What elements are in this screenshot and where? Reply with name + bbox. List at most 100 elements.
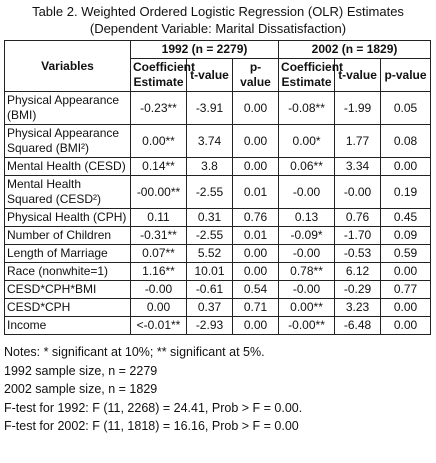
variable-name: Mental Health Squared (CESD²) bbox=[4, 175, 131, 209]
cell: -2.93 bbox=[186, 316, 233, 335]
data-row: Physical Health (CPH) 0.11 0.31 0.76 0.13 0.7… bbox=[4, 208, 432, 227]
variable-name: Physical Appearance (BMI) bbox=[4, 91, 131, 125]
cell: 0.77 bbox=[380, 280, 432, 299]
variable-name: Number of Children bbox=[4, 226, 131, 245]
variable-name: Income bbox=[4, 316, 131, 335]
cell: -0.61 bbox=[186, 280, 233, 299]
cell: 0.00 bbox=[231, 244, 280, 263]
cell: -6.48 bbox=[334, 316, 382, 335]
header-row: Coefficient Estimate t-value p-value Coeffi… bbox=[5, 58, 432, 92]
cell: 0.14** bbox=[130, 157, 187, 176]
cell: 0.59 bbox=[380, 244, 432, 263]
cell: 0.31 bbox=[186, 208, 233, 227]
variable-name: Physical Appearance Squared (BMI²) bbox=[4, 124, 131, 158]
data-row: Physical Appearance Squared (BMI²) 0.00**… bbox=[4, 124, 432, 158]
cell: 0.07** bbox=[130, 244, 187, 263]
cell: 0.00 bbox=[380, 298, 432, 317]
variable-name: Length of Marriage bbox=[4, 244, 131, 263]
data-row: Physical Appearance (BMI) -0.23** -3.91 0.0… bbox=[4, 91, 432, 125]
cell: 3.23 bbox=[334, 298, 382, 317]
cell: 6.12 bbox=[334, 262, 382, 281]
cell: -0.00 bbox=[278, 175, 336, 209]
cell: 0.00** bbox=[278, 298, 336, 317]
cell: 0.00 bbox=[231, 157, 280, 176]
note-line: F-test for 1992: F (11, 2268) = 24.41, P… bbox=[4, 400, 303, 415]
group-header: 2002 (n = 1829) bbox=[278, 40, 432, 59]
data-row: Income <-0.01** -2.93 0.00 -0.00** -6.48 0.00 bbox=[4, 316, 432, 335]
column-header: p-value bbox=[231, 58, 280, 92]
cell: -0.00** bbox=[278, 316, 336, 335]
title-line: (Dependent Variable: Marital Dissatisfac… bbox=[89, 21, 347, 36]
cell: -0.00 bbox=[278, 244, 336, 263]
column-header: Coefficient Estimate bbox=[130, 58, 195, 92]
cell: 10.01 bbox=[186, 262, 233, 281]
cell: 0.76 bbox=[334, 208, 382, 227]
cell: 0.78** bbox=[278, 262, 336, 281]
cell: 0.09 bbox=[380, 226, 432, 245]
note-line: F-test for 2002: F (11, 1818) = 16.16, P… bbox=[4, 419, 299, 433]
cell: 3.74 bbox=[186, 124, 233, 158]
cell: 0.00 bbox=[380, 262, 432, 281]
cell: <-0.01** bbox=[130, 316, 187, 335]
table-body: Physical Appearance (BMI) -0.23** -3.91 0.0… bbox=[4, 91, 432, 335]
variable-name: Physical Health (CPH) bbox=[4, 208, 131, 227]
cell: 0.00 bbox=[231, 316, 280, 335]
cell: 0.13 bbox=[278, 208, 336, 227]
cell: 0.06** bbox=[278, 157, 336, 176]
cell: -1.99 bbox=[334, 91, 382, 125]
cell: 0.01 bbox=[231, 226, 280, 245]
column-header: t-value bbox=[334, 58, 382, 92]
data-row: Length of Marriage 0.07** 5.52 0.00 -0.00 -0.… bbox=[4, 244, 432, 263]
column-header: t-value bbox=[186, 58, 233, 92]
variable-name: CESD*CPH bbox=[4, 298, 131, 317]
cell: 0.01 bbox=[231, 175, 280, 209]
data-row: Race (nonwhite=1) 1.16** 10.01 0.00 0.78** 6.… bbox=[4, 262, 432, 281]
data-row: CESD*CPH*BMI -0.00 -0.61 0.54 -0.00 -0.29 0.77 bbox=[4, 280, 432, 299]
group-header: 1992 (n = 2279) bbox=[129, 40, 280, 59]
variable-name: Race (nonwhite=1) bbox=[4, 262, 131, 281]
cell: 1.77 bbox=[334, 124, 382, 158]
data-row: Mental Health Squared (CESD²) -00.00** -2.… bbox=[4, 175, 432, 209]
cell: 0.08 bbox=[380, 124, 432, 158]
cell: 0.00 bbox=[130, 298, 187, 317]
data-row: CESD*CPH 0.00 0.37 0.71 0.00** 3.23 0.00 bbox=[4, 298, 432, 317]
variable-name: Mental Health (CESD) bbox=[4, 157, 131, 176]
title-line: Table 2. Weighted Ordered Logistic Regre… bbox=[32, 4, 404, 19]
cell: -0.00 bbox=[334, 175, 382, 209]
column-header: Coefficient Estimate bbox=[278, 58, 343, 92]
cell: -0.09* bbox=[278, 226, 336, 245]
cell: 0.37 bbox=[186, 298, 233, 317]
cell: -0.08** bbox=[278, 91, 336, 125]
cell: 0.00* bbox=[278, 124, 336, 158]
cell: -2.55 bbox=[186, 226, 233, 245]
cell: 0.00 bbox=[380, 157, 432, 176]
cell: 0.05 bbox=[380, 91, 432, 125]
note-line: 1992 sample size, n = 2279 bbox=[4, 363, 158, 378]
variable-name: CESD*CPH*BMI bbox=[4, 280, 131, 299]
cell: 0.00** bbox=[130, 124, 187, 158]
cell: -0.23** bbox=[130, 91, 187, 125]
cell: -1.70 bbox=[334, 226, 382, 245]
cell: -2.55 bbox=[186, 175, 233, 209]
cell: 0.71 bbox=[231, 298, 280, 317]
cell: 0.19 bbox=[380, 175, 432, 209]
cell: 0.00 bbox=[231, 91, 280, 125]
note-line: Notes: * significant at 10%; ** signific… bbox=[4, 345, 265, 359]
data-row: Number of Children -0.31** -2.55 0.01 -0.09*… bbox=[4, 226, 432, 245]
cell: 3.8 bbox=[186, 157, 233, 176]
cell: -0.00 bbox=[130, 280, 187, 299]
note-line: 2002 sample size, n = 1829 bbox=[4, 382, 158, 396]
header-row: Variables 1992 (n = 2279) 2002 (n = 1829… bbox=[4, 40, 432, 92]
cell: -0.53 bbox=[334, 244, 382, 263]
cell: 0.00 bbox=[231, 262, 280, 281]
cell: 3.34 bbox=[334, 157, 382, 176]
cell: 1.16** bbox=[130, 262, 187, 281]
column-header: p-value bbox=[380, 58, 432, 92]
cell: -0.31** bbox=[130, 226, 187, 245]
cell: 0.00 bbox=[380, 316, 432, 335]
notes: Notes: * significant at 10%; ** signific… bbox=[4, 343, 436, 436]
cell: -0.29 bbox=[334, 280, 382, 299]
cell: -0.00 bbox=[278, 280, 336, 299]
data-row: Mental Health (CESD) 0.14** 3.8 0.00 0.06** 3… bbox=[4, 157, 432, 176]
